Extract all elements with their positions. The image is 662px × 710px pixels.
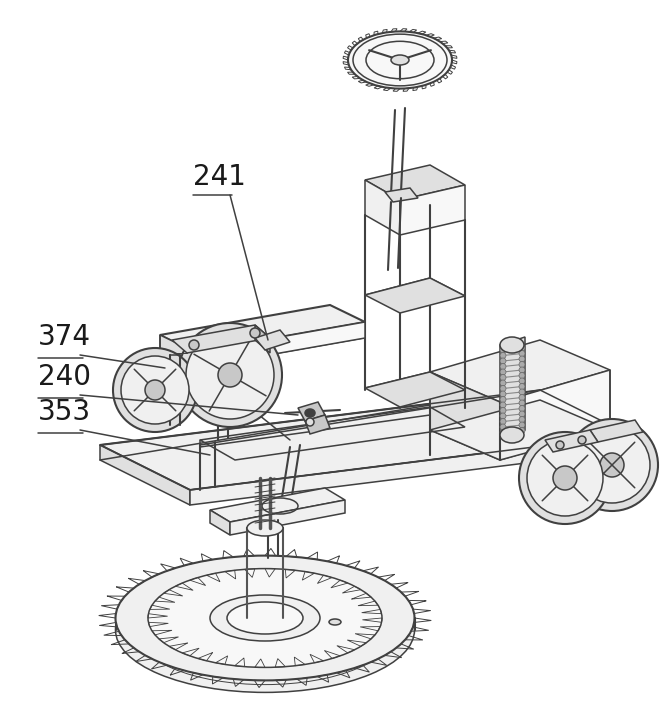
Ellipse shape (115, 556, 414, 680)
Polygon shape (190, 435, 630, 505)
Polygon shape (255, 325, 270, 353)
Ellipse shape (519, 395, 525, 400)
Ellipse shape (254, 612, 266, 618)
Ellipse shape (519, 378, 525, 384)
Ellipse shape (500, 369, 506, 375)
Ellipse shape (519, 373, 525, 378)
Ellipse shape (391, 55, 409, 65)
Polygon shape (365, 278, 465, 313)
Text: 374: 374 (38, 323, 91, 351)
Ellipse shape (121, 356, 189, 424)
Ellipse shape (500, 408, 506, 413)
Polygon shape (400, 185, 465, 235)
Ellipse shape (519, 411, 525, 417)
Ellipse shape (186, 331, 274, 419)
Polygon shape (160, 335, 195, 368)
Text: 241: 241 (193, 163, 246, 191)
Ellipse shape (553, 466, 577, 490)
Polygon shape (430, 340, 610, 402)
Ellipse shape (519, 351, 525, 356)
Ellipse shape (210, 595, 320, 641)
Polygon shape (100, 390, 630, 490)
Ellipse shape (279, 622, 291, 628)
Ellipse shape (500, 364, 506, 369)
Ellipse shape (578, 436, 586, 444)
Polygon shape (305, 415, 330, 434)
Polygon shape (172, 325, 270, 353)
Ellipse shape (519, 383, 525, 390)
Ellipse shape (519, 367, 525, 373)
Polygon shape (430, 372, 500, 460)
Ellipse shape (500, 430, 506, 435)
Ellipse shape (566, 419, 658, 511)
Polygon shape (255, 330, 290, 350)
Ellipse shape (519, 417, 525, 422)
Ellipse shape (519, 427, 525, 434)
Ellipse shape (115, 567, 414, 692)
Ellipse shape (500, 413, 506, 419)
Ellipse shape (500, 347, 506, 353)
Ellipse shape (500, 424, 506, 430)
Polygon shape (210, 510, 230, 535)
Polygon shape (195, 322, 365, 368)
Ellipse shape (500, 418, 506, 425)
Ellipse shape (500, 391, 506, 397)
Ellipse shape (500, 427, 524, 443)
Text: 240: 240 (38, 363, 91, 391)
Polygon shape (500, 337, 525, 438)
Ellipse shape (500, 358, 506, 364)
Ellipse shape (227, 602, 303, 634)
Ellipse shape (519, 356, 525, 362)
Ellipse shape (500, 374, 506, 381)
Ellipse shape (145, 380, 165, 400)
Polygon shape (365, 165, 465, 200)
Ellipse shape (500, 380, 506, 386)
Ellipse shape (306, 418, 314, 426)
Polygon shape (100, 445, 190, 505)
Ellipse shape (304, 612, 316, 618)
Polygon shape (590, 420, 643, 442)
Ellipse shape (189, 340, 199, 350)
Ellipse shape (500, 396, 506, 403)
Ellipse shape (178, 323, 282, 427)
Ellipse shape (247, 520, 283, 536)
Text: 353: 353 (38, 398, 91, 426)
Ellipse shape (113, 348, 197, 432)
Polygon shape (385, 188, 418, 202)
Ellipse shape (348, 31, 452, 89)
Polygon shape (298, 402, 325, 421)
Polygon shape (230, 500, 345, 535)
Ellipse shape (519, 405, 525, 412)
Polygon shape (160, 305, 365, 352)
Ellipse shape (500, 386, 506, 391)
Ellipse shape (234, 619, 246, 625)
Ellipse shape (519, 389, 525, 395)
Ellipse shape (500, 337, 524, 353)
Ellipse shape (305, 409, 315, 417)
Polygon shape (500, 370, 610, 460)
Polygon shape (210, 488, 345, 522)
Ellipse shape (500, 352, 506, 359)
Ellipse shape (500, 402, 506, 408)
Ellipse shape (600, 453, 624, 477)
Ellipse shape (329, 619, 341, 625)
Polygon shape (365, 372, 465, 407)
Ellipse shape (519, 345, 525, 351)
Ellipse shape (519, 432, 611, 524)
Ellipse shape (527, 440, 603, 516)
Ellipse shape (556, 441, 564, 449)
Polygon shape (430, 400, 610, 460)
Ellipse shape (148, 569, 382, 667)
Ellipse shape (250, 328, 260, 338)
Ellipse shape (519, 361, 525, 368)
Ellipse shape (218, 363, 242, 387)
Polygon shape (365, 180, 400, 235)
Ellipse shape (519, 400, 525, 406)
Ellipse shape (574, 427, 650, 503)
Polygon shape (545, 430, 598, 452)
Ellipse shape (519, 422, 525, 428)
